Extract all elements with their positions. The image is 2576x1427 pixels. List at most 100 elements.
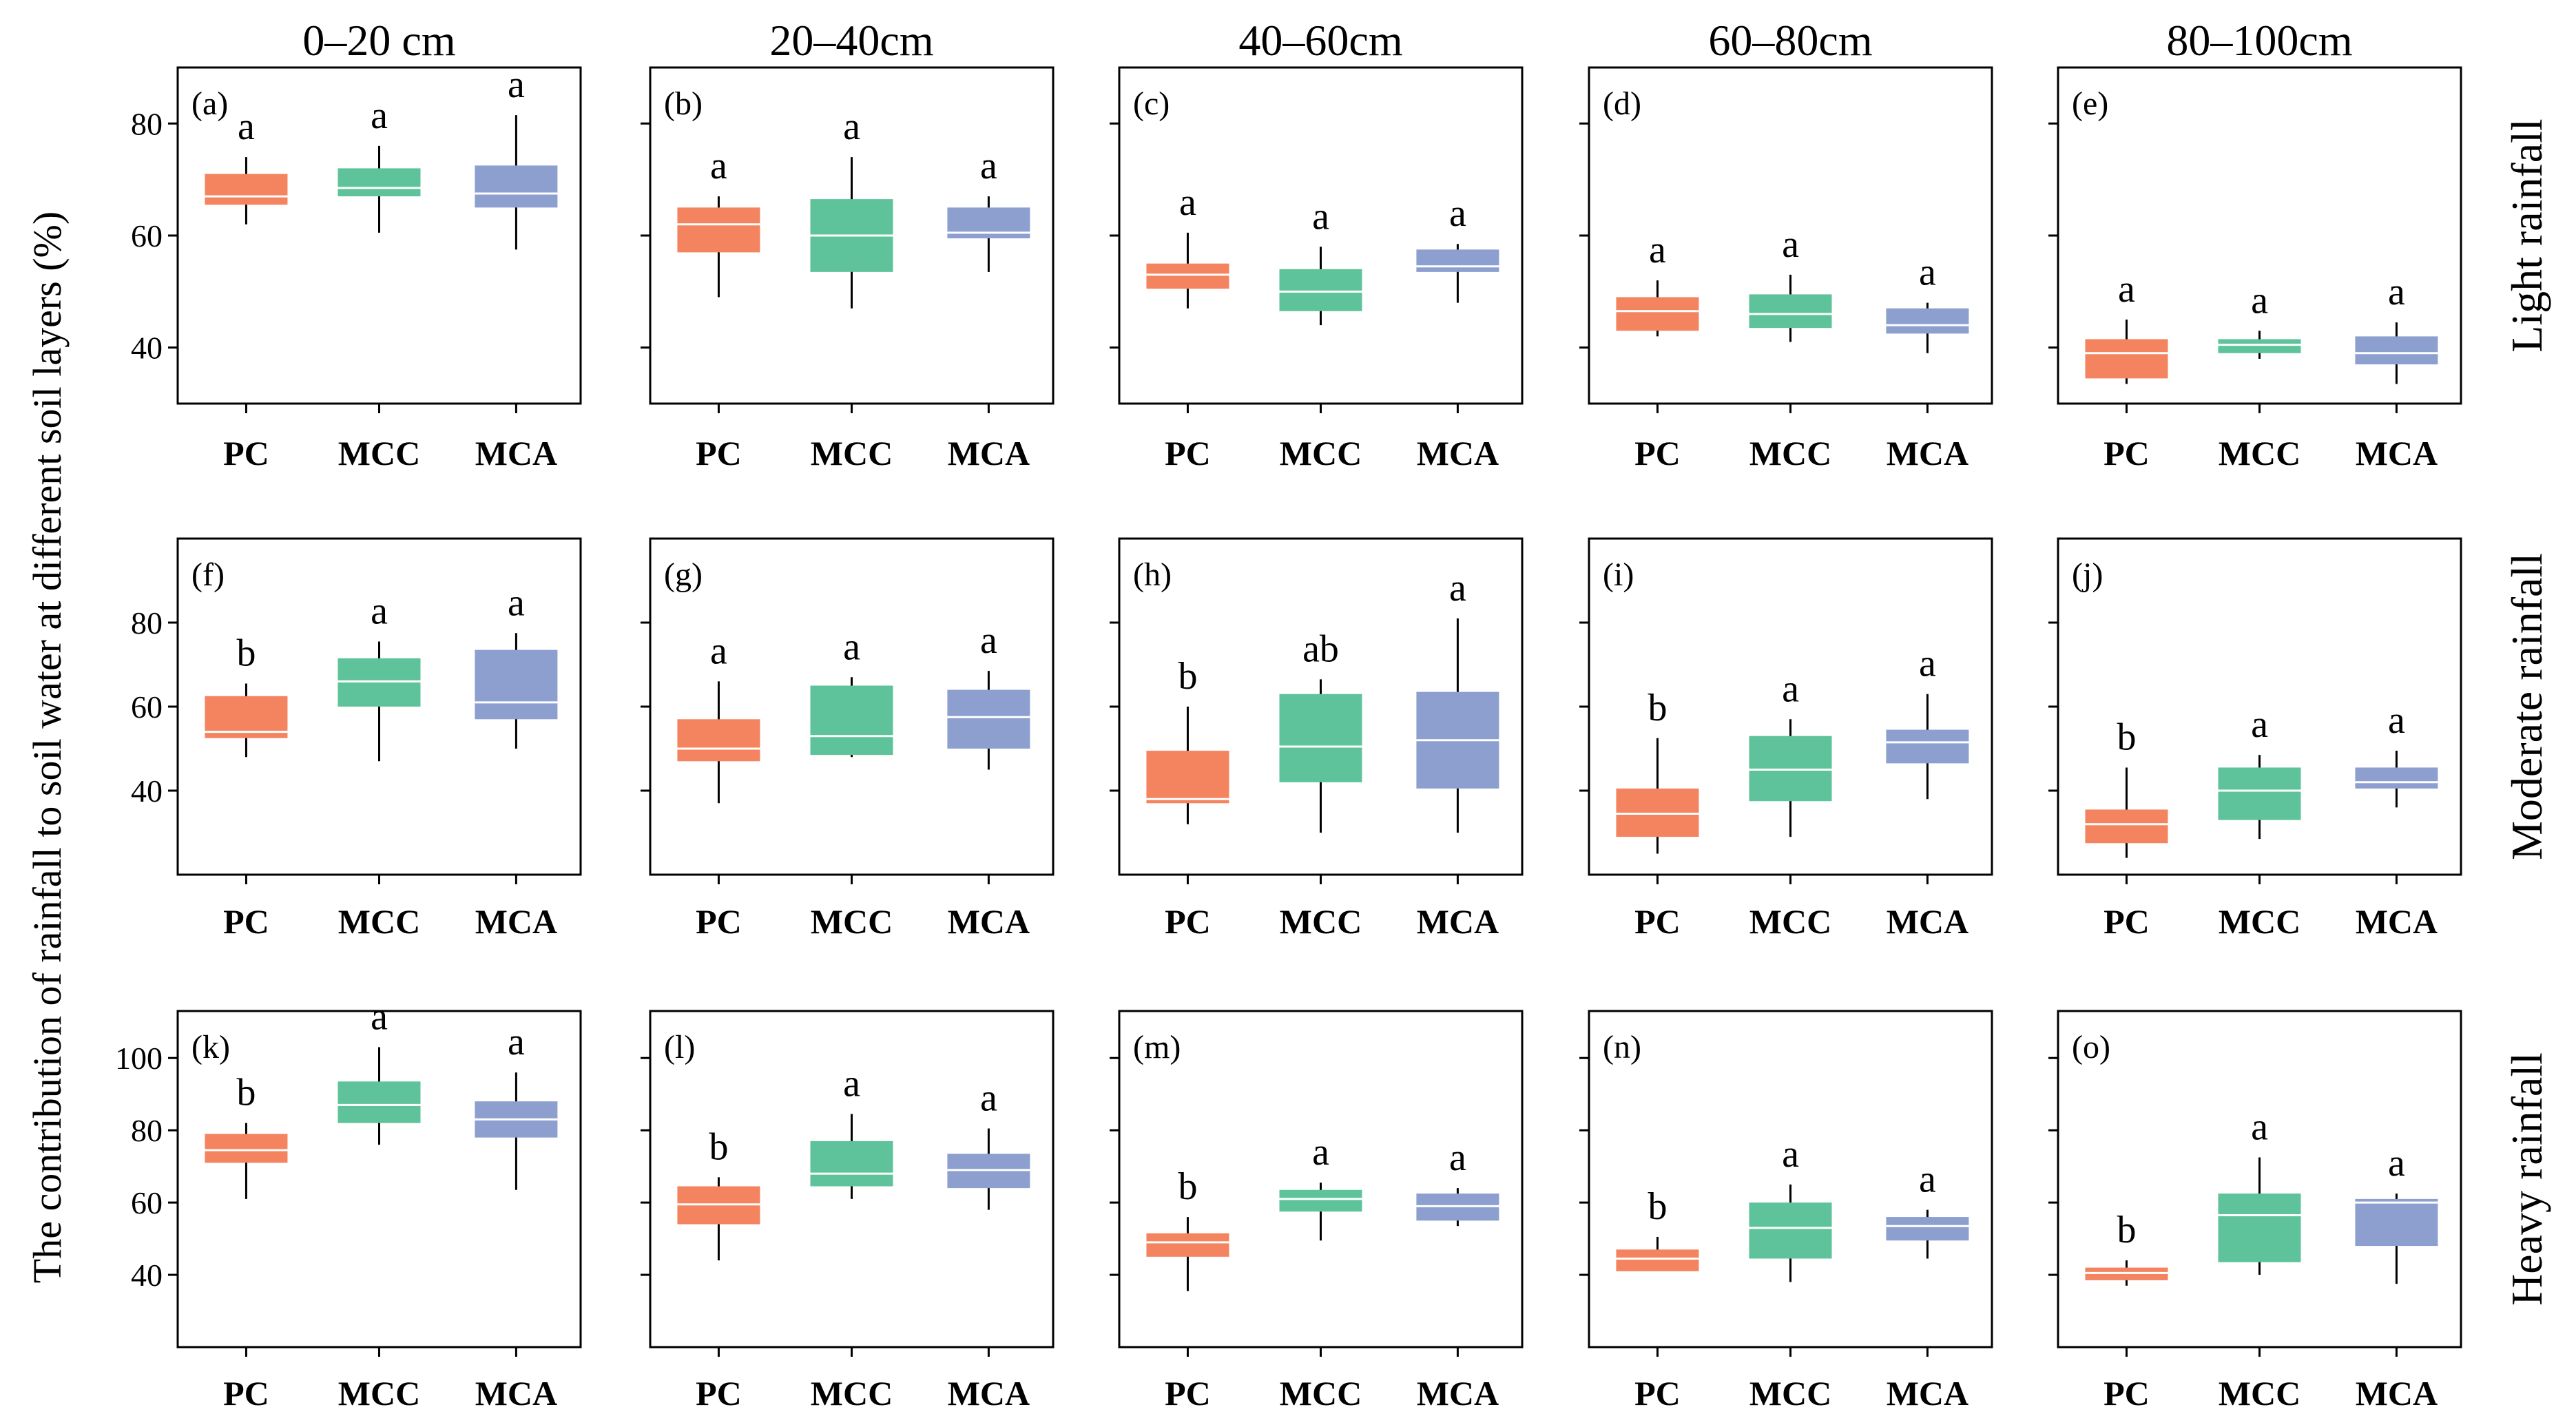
box-mca	[947, 689, 1030, 749]
significance-label: a	[508, 581, 525, 624]
box-pc	[677, 719, 760, 762]
column-title: 0–20 cm	[302, 16, 455, 65]
panel-label: (e)	[2072, 85, 2108, 122]
box-mca	[1886, 729, 1969, 764]
box-mca	[475, 649, 558, 720]
category-label: MCA	[2356, 434, 2438, 472]
significance-label: a	[710, 629, 727, 672]
significance-label: a	[1449, 192, 1466, 235]
significance-label: a	[710, 145, 727, 187]
box-pc	[1146, 263, 1229, 289]
panel-label: (j)	[2072, 556, 2103, 593]
significance-label: a	[2388, 699, 2405, 742]
significance-label: a	[2251, 1106, 2268, 1149]
significance-label: a	[508, 1021, 525, 1063]
box-mcc	[337, 658, 421, 707]
significance-label: a	[1919, 1158, 1936, 1201]
category-label: MCA	[1417, 902, 1499, 941]
panel-label: (d)	[1603, 85, 1641, 122]
significance-label: a	[371, 590, 388, 632]
category-label: MCC	[1280, 902, 1362, 941]
category-label: PC	[1165, 434, 1211, 472]
category-label: MCA	[475, 1374, 557, 1413]
box-pc	[677, 207, 760, 253]
significance-label: a	[1919, 643, 1936, 685]
category-label: PC	[696, 434, 742, 472]
category-label: MCA	[2356, 902, 2438, 941]
category-label: MCC	[1749, 902, 1831, 941]
box-pc	[1146, 751, 1229, 804]
category-label: MCC	[1749, 434, 1831, 472]
box-mcc	[1279, 1189, 1362, 1212]
box-mcc	[337, 168, 421, 197]
significance-label: a	[1312, 1131, 1329, 1174]
category-label: PC	[696, 902, 742, 941]
y-tick-label: 80	[131, 605, 163, 640]
category-label: PC	[2104, 902, 2150, 941]
category-label: PC	[1165, 1374, 1211, 1413]
significance-label: a	[371, 995, 388, 1038]
significance-label: a	[2388, 271, 2405, 313]
significance-label: a	[1782, 223, 1799, 266]
significance-label: a	[1449, 567, 1466, 610]
panel-label: (m)	[1133, 1029, 1181, 1065]
column-title: 60–80cm	[1708, 16, 1872, 65]
box-pc	[205, 174, 288, 205]
significance-label: a	[1782, 667, 1799, 710]
column-title: 80–100cm	[2166, 16, 2352, 65]
box-mca	[2355, 336, 2438, 365]
box-pc	[2085, 339, 2168, 379]
significance-label: b	[236, 632, 256, 674]
category-label: MCA	[475, 434, 557, 472]
y-tick-label: 60	[131, 218, 163, 253]
category-label: MCC	[1749, 1374, 1831, 1413]
panel-label: (b)	[664, 85, 703, 122]
y-axis-label: The contribution of rainfall to soil wat…	[25, 211, 70, 1283]
significance-label: b	[2117, 1209, 2136, 1251]
box-mca	[2355, 1198, 2438, 1247]
y-tick-label: 60	[131, 1185, 163, 1220]
category-label: PC	[2104, 434, 2150, 472]
significance-label: a	[508, 63, 525, 106]
box-mca	[2355, 767, 2438, 789]
category-label: MCA	[1417, 434, 1499, 472]
significance-label: a	[843, 625, 860, 668]
y-tick-label: 80	[131, 106, 163, 141]
category-label: MCA	[475, 902, 557, 941]
panel-label: (i)	[1603, 556, 1634, 593]
category-label: PC	[2104, 1374, 2150, 1413]
panel-label: (h)	[1133, 556, 1172, 593]
box-pc	[2085, 809, 2168, 844]
panel-label: (o)	[2072, 1029, 2110, 1065]
panel-label: (f)	[191, 556, 225, 593]
significance-label: a	[2388, 1142, 2405, 1185]
category-label: MCC	[811, 434, 893, 472]
panel-label: (k)	[191, 1029, 230, 1065]
y-tick-label: 80	[131, 1113, 163, 1148]
significance-label: a	[2118, 268, 2135, 311]
significance-label: ab	[1302, 627, 1339, 670]
significance-label: b	[709, 1125, 728, 1168]
significance-label: a	[1649, 229, 1666, 271]
box-mcc	[1749, 1202, 1832, 1259]
significance-label: b	[1648, 1185, 1667, 1228]
category-label: MCC	[338, 902, 420, 941]
box-mcc	[810, 1140, 893, 1187]
significance-label: a	[843, 1063, 860, 1105]
category-label: PC	[223, 902, 269, 941]
category-label: MCA	[1417, 1374, 1499, 1413]
significance-label: b	[1178, 1165, 1197, 1208]
category-label: MCC	[1280, 1374, 1362, 1413]
box-mca	[1886, 308, 1969, 334]
category-label: PC	[223, 434, 269, 472]
box-mcc	[1749, 294, 1832, 329]
row-title: Light rainfall	[2502, 118, 2551, 352]
box-mca	[1416, 249, 1499, 272]
significance-label: b	[2117, 716, 2136, 758]
significance-label: b	[1648, 687, 1667, 729]
category-label: PC	[1634, 902, 1681, 941]
category-label: MCA	[948, 434, 1030, 472]
significance-label: b	[236, 1072, 256, 1114]
box-mca	[1886, 1217, 1969, 1241]
significance-label: a	[980, 145, 997, 187]
